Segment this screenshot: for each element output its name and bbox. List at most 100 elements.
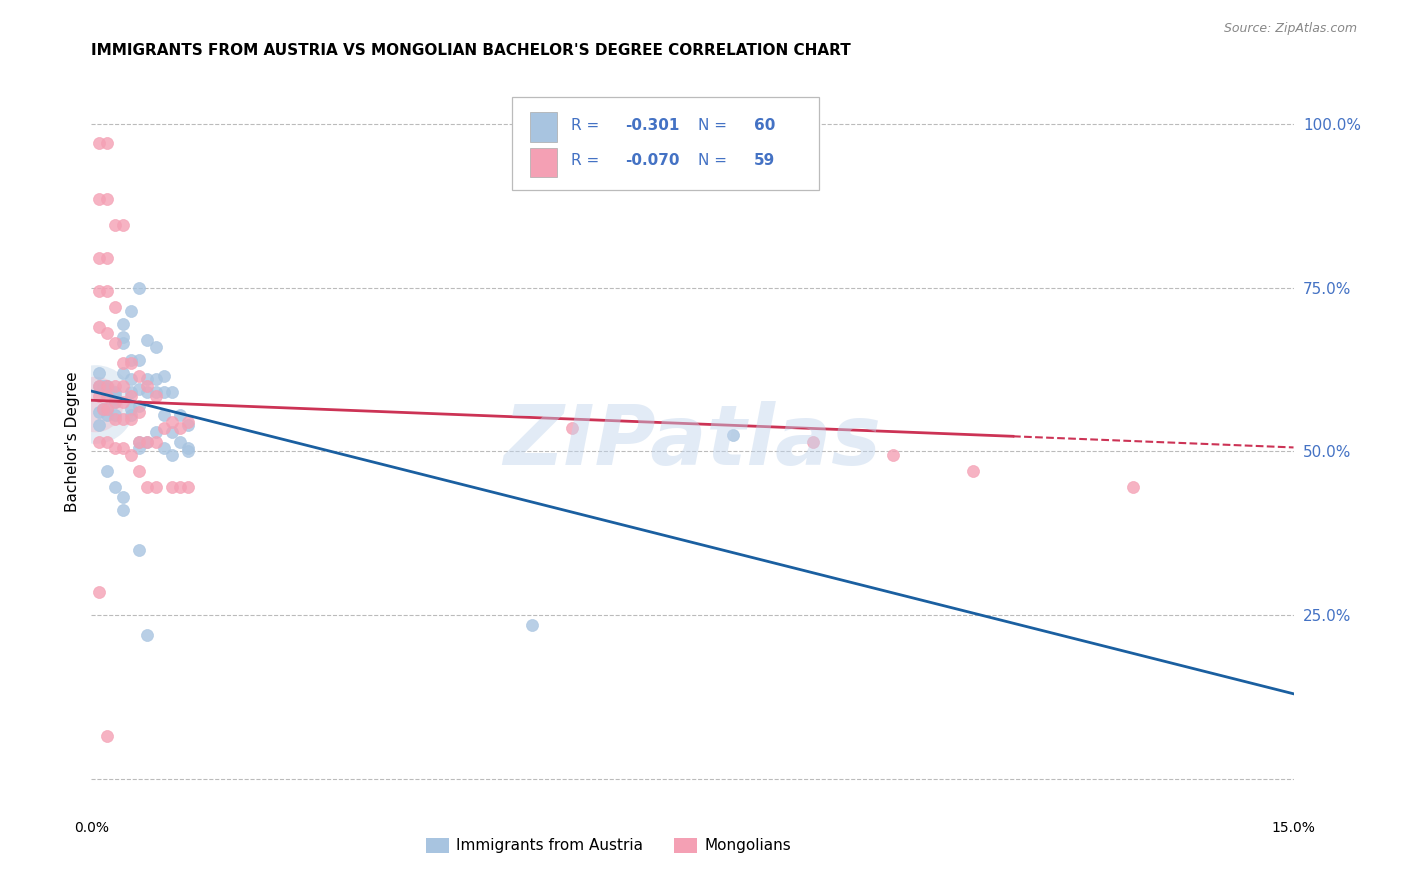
Point — [104, 392, 127, 406]
Point — [89, 366, 111, 380]
Point — [128, 542, 150, 557]
Point — [121, 409, 143, 423]
Point — [104, 379, 127, 393]
Point — [93, 379, 115, 393]
Point — [128, 464, 150, 478]
Point — [169, 434, 191, 449]
Point — [121, 401, 143, 416]
Point — [104, 409, 127, 423]
Point — [83, 397, 105, 411]
Text: 60: 60 — [754, 118, 775, 133]
Point — [104, 300, 127, 314]
Point — [522, 618, 544, 632]
Point — [128, 369, 150, 384]
Text: 59: 59 — [754, 153, 775, 169]
Point — [145, 385, 167, 400]
Point — [176, 418, 198, 433]
Point — [136, 434, 159, 449]
Point — [169, 409, 191, 423]
Point — [128, 352, 150, 367]
Point — [96, 464, 118, 478]
Point — [962, 464, 984, 478]
Point — [160, 415, 183, 429]
Point — [882, 448, 904, 462]
Point — [721, 428, 744, 442]
Point — [89, 284, 111, 298]
Point — [121, 303, 143, 318]
Point — [136, 385, 159, 400]
Point — [96, 251, 118, 265]
Point — [93, 401, 115, 416]
Point — [89, 192, 111, 206]
Point — [89, 319, 111, 334]
Point — [136, 628, 159, 642]
Point — [104, 395, 127, 409]
Point — [89, 251, 111, 265]
Point — [96, 401, 118, 416]
Point — [128, 382, 150, 396]
Text: R =: R = — [571, 153, 605, 169]
Point — [104, 219, 127, 233]
Point — [104, 336, 127, 351]
Text: N =: N = — [699, 118, 733, 133]
Point — [160, 480, 183, 494]
Point — [152, 421, 174, 435]
Point — [176, 441, 198, 455]
Point — [176, 415, 198, 429]
Point — [145, 434, 167, 449]
Point — [112, 366, 135, 380]
Point — [104, 411, 127, 425]
Point — [169, 480, 191, 494]
Y-axis label: Bachelor's Degree: Bachelor's Degree — [65, 371, 80, 512]
Point — [89, 434, 111, 449]
Legend: Immigrants from Austria, Mongolians: Immigrants from Austria, Mongolians — [419, 831, 797, 860]
Point — [112, 503, 135, 517]
Point — [104, 480, 127, 494]
Point — [128, 434, 150, 449]
Point — [96, 379, 118, 393]
Point — [89, 585, 111, 599]
Text: N =: N = — [699, 153, 733, 169]
Point — [128, 405, 150, 419]
Point — [96, 389, 118, 403]
Text: R =: R = — [571, 118, 605, 133]
Point — [96, 401, 118, 416]
Point — [136, 333, 159, 347]
Point — [801, 434, 824, 449]
Point — [112, 395, 135, 409]
Point — [561, 421, 583, 435]
Point — [145, 480, 167, 494]
Point — [121, 385, 143, 400]
Point — [112, 317, 135, 331]
Point — [89, 418, 111, 433]
Point — [136, 434, 159, 449]
Point — [89, 389, 111, 403]
Point — [145, 425, 167, 439]
Point — [128, 441, 150, 455]
Text: -0.301: -0.301 — [626, 118, 679, 133]
Point — [112, 490, 135, 504]
Point — [104, 389, 127, 403]
Point — [152, 369, 174, 384]
Point — [93, 401, 115, 416]
Point — [112, 329, 135, 343]
Point — [121, 389, 143, 403]
Point — [152, 385, 174, 400]
Point — [112, 356, 135, 370]
FancyBboxPatch shape — [512, 97, 818, 190]
Bar — [530, 147, 557, 178]
Point — [169, 421, 191, 435]
Point — [104, 395, 127, 409]
Point — [96, 434, 118, 449]
Point — [104, 441, 127, 455]
Point — [145, 389, 167, 403]
Point — [121, 411, 143, 425]
Point — [121, 356, 143, 370]
Point — [136, 480, 159, 494]
Point — [1122, 480, 1144, 494]
Point — [112, 336, 135, 351]
Point — [96, 284, 118, 298]
Point — [83, 397, 105, 411]
Point — [96, 409, 118, 423]
Point — [96, 136, 118, 151]
